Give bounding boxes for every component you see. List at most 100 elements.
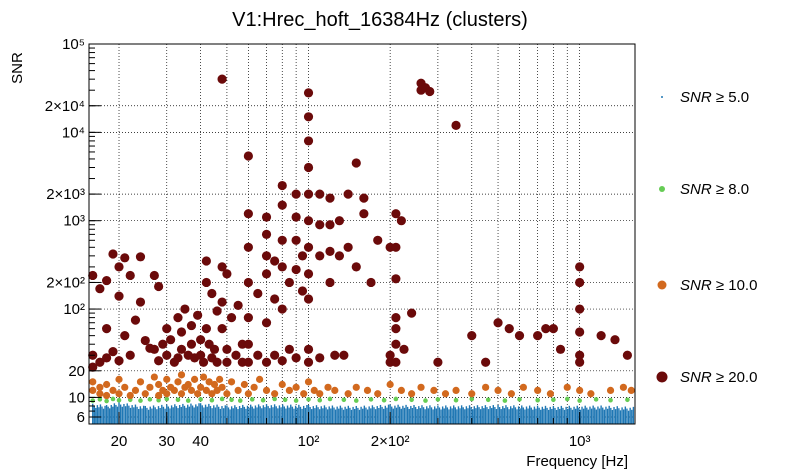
data-point: [303, 88, 314, 98]
data-point: [317, 397, 323, 403]
data-point: [494, 386, 502, 395]
legend-marker: [657, 280, 667, 290]
data-point: [88, 362, 98, 372]
data-point: [217, 297, 227, 307]
data-point: [291, 235, 301, 245]
data-point: [469, 396, 475, 402]
y-tick-label: 10⁵: [62, 36, 85, 53]
data-point: [155, 380, 163, 389]
data-point: [184, 380, 192, 389]
data-points: [88, 74, 635, 424]
data-point: [534, 386, 542, 395]
legend-marker: [661, 96, 663, 98]
data-point: [162, 350, 172, 360]
series-2: [89, 371, 635, 400]
data-point: [130, 315, 141, 325]
data-point: [577, 398, 582, 403]
data-point: [482, 383, 490, 391]
grid-lines: [89, 43, 635, 424]
data-point: [327, 396, 333, 402]
data-point: [315, 251, 325, 261]
data-point: [344, 390, 352, 398]
data-point: [109, 386, 117, 395]
data-point: [343, 189, 353, 199]
data-point: [212, 357, 222, 367]
data-point: [197, 383, 205, 391]
data-point: [359, 193, 369, 203]
data-point: [363, 386, 372, 395]
data-point: [325, 193, 335, 203]
data-point: [291, 189, 301, 199]
data-point: [102, 324, 112, 334]
data-point: [186, 320, 197, 331]
data-point: [125, 350, 135, 360]
y-tick-label: 2×10³: [46, 186, 85, 203]
x-tick-label: 2×10²: [371, 433, 410, 450]
data-point: [201, 277, 211, 288]
data-point: [201, 256, 211, 266]
data-point: [250, 383, 258, 391]
data-point: [136, 378, 145, 386]
data-point: [125, 270, 135, 281]
data-point: [222, 269, 232, 279]
data-point: [391, 357, 401, 367]
x-tick-label: 30: [158, 433, 175, 450]
data-point: [103, 380, 111, 389]
data-point: [391, 324, 401, 334]
data-point: [114, 356, 124, 366]
data-point: [223, 390, 231, 398]
x-tick-label: 20: [111, 433, 128, 450]
y-tick-label: 2×10²: [46, 274, 85, 291]
data-point: [114, 262, 124, 272]
data-point: [135, 252, 146, 262]
data-point: [261, 251, 272, 261]
data-point: [243, 277, 253, 288]
data-point: [249, 397, 255, 402]
data-point: [303, 136, 314, 146]
y-tick-label: 10⁴: [62, 124, 85, 141]
data-point: [315, 189, 325, 199]
data-point: [351, 262, 361, 272]
data-point: [121, 383, 129, 391]
data-point: [297, 286, 308, 296]
data-point: [198, 357, 209, 367]
data-point: [277, 200, 287, 210]
chart-title: V1:Hrec_hoft_16384Hz (clusters): [232, 9, 528, 31]
y-tick-label: 2×10⁴: [45, 98, 85, 115]
data-point: [209, 397, 215, 403]
data-point: [261, 269, 272, 279]
data-point: [435, 397, 441, 402]
y-axis: 6 10 20 10² 2×10² 10³ 2×10³ 10⁴ 2×10⁴ 10⁵: [45, 36, 101, 426]
data-point: [243, 151, 253, 161]
data-point: [115, 390, 123, 398]
data-point: [441, 390, 450, 398]
legend: SNR ≥ 5.0 SNR ≥ 8.0 SNR ≥ 10.0 SNR ≥ 20.0: [656, 89, 757, 386]
data-point: [114, 291, 124, 301]
data-point: [353, 398, 359, 403]
data-point: [619, 383, 628, 391]
data-point: [468, 390, 476, 398]
data-point: [396, 216, 406, 226]
data-point: [324, 383, 332, 391]
data-point: [166, 335, 176, 345]
data-point: [555, 344, 566, 354]
x-tick-label: 10³: [569, 433, 591, 450]
data-point: [207, 288, 217, 299]
data-point: [243, 242, 253, 252]
data-point: [292, 383, 300, 391]
data-point: [303, 294, 314, 304]
data-point: [271, 390, 279, 398]
data-point: [575, 357, 585, 367]
data-point: [277, 356, 287, 366]
data-point: [423, 398, 428, 403]
legend-entry: SNR ≥ 5.0: [680, 89, 749, 106]
data-point: [399, 344, 409, 354]
data-point: [262, 386, 271, 395]
series-0: [92, 402, 635, 424]
data-point: [575, 277, 585, 288]
data-point: [433, 357, 443, 367]
data-point: [306, 397, 311, 402]
legend-entry: SNR ≥ 10.0: [680, 277, 757, 294]
data-point: [243, 313, 253, 323]
data-point: [229, 397, 234, 403]
